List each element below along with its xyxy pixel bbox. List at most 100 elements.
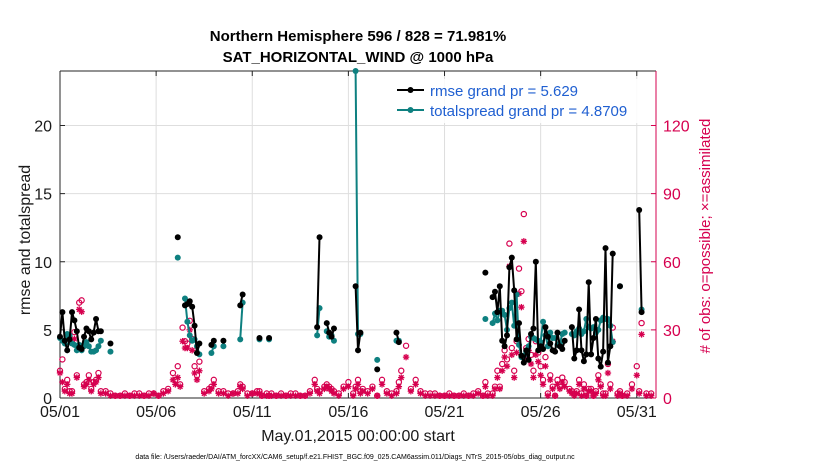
spread-line [316,308,321,336]
obs-assimilated-point [164,387,172,395]
obs-possible-point [515,265,523,272]
star-stroke [179,338,186,344]
rmse-point [590,335,597,342]
obs-possible-point [542,353,549,361]
star-stroke [521,238,527,245]
obs-assimilated-point [491,385,499,393]
obs-assimilated-point [551,392,559,399]
star-stroke [480,392,486,399]
rmse-point [482,269,489,276]
rmse-point [595,355,602,362]
rmse-point [489,294,496,301]
legend-label-rmse: rmse grand pr = 5.629 [430,83,578,100]
star-stroke [451,392,457,399]
rmse-point [66,336,73,343]
star-stroke [489,392,496,399]
obs-assimilated-point [494,374,501,381]
rmse-point [513,336,520,343]
rmse-point [523,347,530,354]
rmse-point [237,302,244,309]
obs-assimilated-point [359,387,367,395]
x-tick-label: 05/26 [521,404,561,421]
rmse-point [328,333,335,340]
star-stroke [196,367,203,374]
star-stroke [436,392,443,399]
star-stroke [494,374,501,381]
rmse-point [504,332,510,339]
star-stroke [552,392,558,399]
obs-assimilated-point [364,390,371,397]
star-stroke [602,392,609,399]
rmse-point [73,328,80,335]
x-tick-label: 05/21 [424,404,464,421]
obs-assimilated-point [496,385,503,393]
star-stroke [456,392,462,399]
y-tick-label-right: 120 [663,119,690,136]
obs-assimilated-point [107,392,114,399]
obs-assimilated-point [535,358,542,365]
star-stroke [549,386,556,392]
rmse-point [528,330,535,337]
obs-assimilated-point [292,392,299,399]
rmse-point [518,352,525,359]
star-stroke [561,383,568,390]
star-stroke [542,363,549,369]
spread-point [97,337,104,344]
rmse-point [316,234,323,241]
star-stroke [475,390,481,397]
rmse-point [85,328,92,335]
star-stroke [230,390,236,397]
star-stroke [86,377,92,383]
star-stroke [107,392,114,399]
y-axis-label-right: # of obs: o=possible; ×=assimilated [697,119,714,354]
rmse-point [196,340,203,347]
star-stroke [518,304,525,310]
obs-assimilated-point [455,392,463,399]
star-stroke [278,392,284,399]
spread-point [85,343,92,350]
rmse-series [57,206,645,373]
star-stroke [69,390,75,397]
obs-assimilated-point [145,392,153,399]
series-layer [56,68,655,399]
star-stroke [545,392,551,399]
obs-assimilated-point [56,369,64,377]
rmse-point [97,328,104,335]
obs-assimilated-point [349,392,357,399]
obs-possible-point [402,342,410,349]
obs-assimilated-point [352,385,359,393]
star-stroke [432,392,438,399]
star-stroke [292,392,299,399]
star-stroke [573,390,580,397]
obs-possible-point [530,367,537,374]
rmse-point [210,337,217,344]
rmse-point [355,347,361,354]
star-stroke [605,370,611,376]
obs-assimilated-point [172,381,179,388]
rmse-point [374,366,381,373]
obs-assimilated-point [239,385,246,393]
obs-assimilated-point [482,383,489,390]
rmse-point [532,258,539,265]
star-stroke [634,372,640,379]
star-stroke [112,392,119,399]
obs-possible-point [508,344,516,352]
star-stroke [535,358,542,365]
star-stroke [595,377,602,383]
legend-marker-spread [407,107,414,113]
rmse-line [638,209,643,313]
obs-possible-point [78,297,85,304]
y-tick-label-right: 0 [663,391,672,408]
rmse-point [511,287,518,294]
obs-assimilated-point [311,381,318,388]
obs-assimilated-point [374,392,381,399]
star-stroke [189,347,195,354]
star-stroke [117,392,123,399]
star-stroke [302,392,308,399]
star-stroke [513,349,520,356]
obs-assimilated-point [208,385,215,393]
star-stroke [554,381,561,388]
obs-assimilated-point [273,392,280,399]
rmse-point [256,335,263,342]
